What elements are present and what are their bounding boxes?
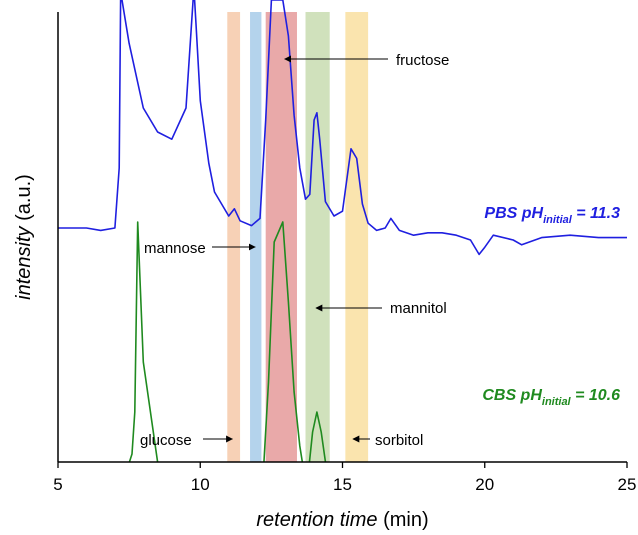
mannose-annotation-label: mannose [144,240,206,257]
pbs-series-label: PBS pHinitial = 11.3 [484,205,620,226]
annotations: fructose mannose mannitol glucose sorbitol [140,52,449,449]
x-tick-label: 5 [53,475,62,494]
glucose-annotation-label: glucose [140,432,192,449]
axes: 5 10 15 20 25 retention time (min) intensity (… [13,12,636,531]
x-tick-label: 25 [618,475,637,494]
series-lines [58,0,627,462]
series-labels: PBS pHinitial = 11.3 CBS pHinitial = 10.6 [482,205,620,408]
pbs-series-line [58,0,627,256]
x-tick-label: 15 [333,475,352,494]
cbs-series-line [128,221,327,462]
cbs-series-label: CBS pHinitial = 10.6 [482,387,620,408]
mannose-band [250,12,262,462]
x-tick-label: 20 [475,475,494,494]
x-axis-title: retention time (min) [256,509,428,531]
y-axis-title: intensity (a.u.) [13,174,35,300]
glucose-band [227,12,241,462]
mannitol-annotation-label: mannitol [390,300,447,317]
mannitol-band [305,12,330,462]
fructose-annotation-label: fructose [396,52,449,69]
sorbitol-band [345,12,369,462]
peak-bands [227,12,369,462]
sorbitol-annotation-label: sorbitol [375,432,423,449]
x-tick-label: 10 [191,475,210,494]
